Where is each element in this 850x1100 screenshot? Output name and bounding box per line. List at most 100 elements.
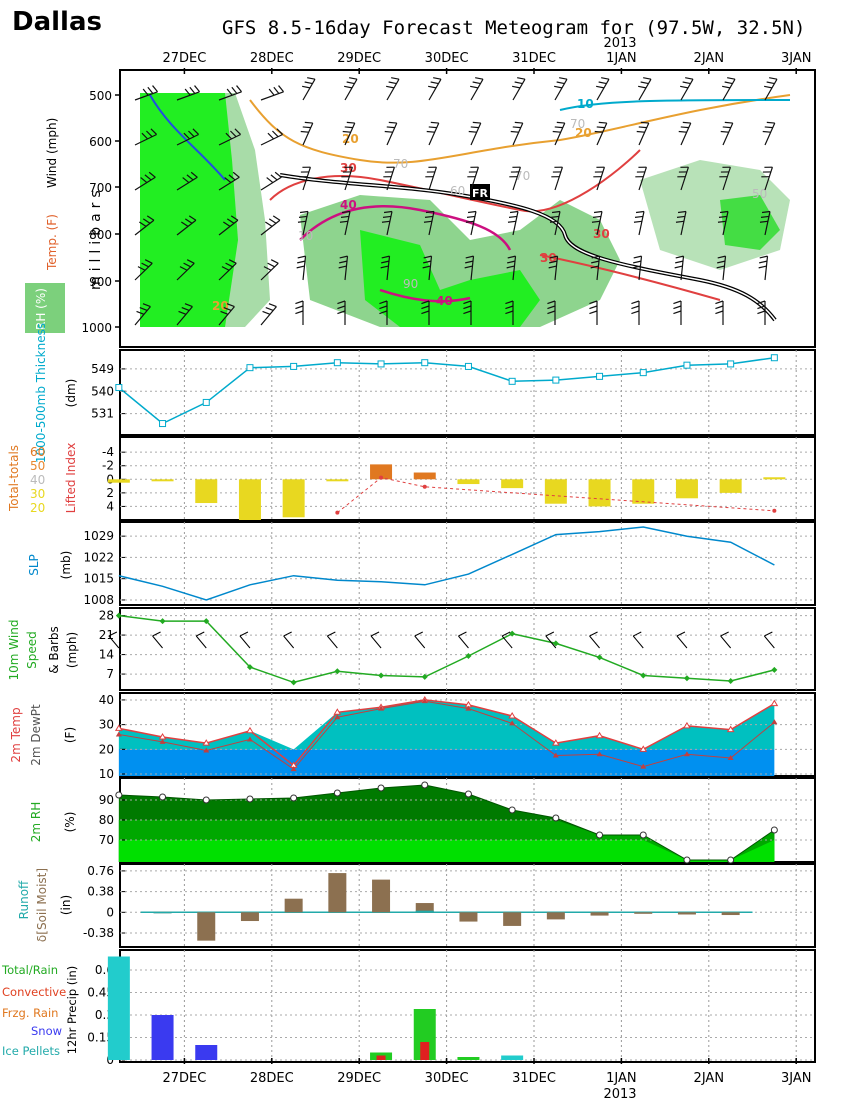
wind-barb-staff	[302, 211, 309, 236]
slp-tick-label: 1015	[83, 572, 114, 586]
wind-barb	[134, 303, 151, 326]
wind-barb	[717, 210, 729, 236]
runoff-bar	[153, 911, 172, 914]
wind-barb-flag	[591, 255, 600, 259]
temperature-tick-label: 30	[99, 718, 114, 732]
temp-point	[683, 721, 691, 729]
lifted-index-bar	[151, 479, 174, 482]
wind-barb-flag	[631, 310, 640, 315]
wind-barb-flag	[178, 310, 187, 315]
wind-barb-flag	[548, 265, 557, 269]
isotherm-cyan	[559, 99, 791, 111]
wind-barb-flag	[268, 303, 277, 308]
wind-barb	[339, 210, 351, 236]
wind-barb-staff	[428, 166, 437, 191]
wind-barb-flag	[188, 130, 195, 138]
wind-barb	[218, 259, 237, 281]
wind-barb-staff	[638, 122, 650, 146]
rh-saturated-region-east	[720, 195, 780, 250]
temp-point	[202, 739, 211, 746]
precip-bar-snow	[151, 1015, 174, 1060]
wind-barb-flag	[421, 300, 430, 305]
wind-barb-flag	[505, 305, 514, 310]
wind-barb-staff	[386, 256, 391, 281]
thickness-point	[333, 359, 341, 367]
wind-barb-flag	[189, 86, 196, 94]
wind-barb-flag	[267, 262, 275, 268]
wind-barb-staff	[176, 176, 198, 191]
wind-barb	[421, 300, 430, 325]
isotherm-30	[269, 149, 721, 301]
wind-barb	[674, 255, 685, 281]
wind-barb-flag	[718, 215, 728, 218]
wind10m-barb-flag	[152, 631, 161, 637]
thickness-point	[421, 359, 429, 367]
wind-barb-flag	[379, 305, 388, 310]
wind-barb-flag	[226, 218, 235, 224]
wind-barb-flag	[266, 177, 274, 184]
wind-barb-flag	[194, 85, 201, 93]
wind-barb-flag	[682, 81, 691, 85]
total-totals-point	[422, 484, 427, 489]
wind-barb-flag	[338, 265, 347, 269]
wind-barb-flag	[463, 300, 472, 305]
wind-barb-staff	[344, 122, 356, 146]
wind-barb-flag	[383, 210, 393, 214]
wind-barb	[176, 303, 193, 326]
wind-barb-flag	[179, 266, 188, 271]
wind-barb-flag	[262, 310, 271, 315]
wind-barb-staff	[428, 122, 440, 146]
tt-20: 20	[30, 501, 45, 515]
upper-air-labels: Wind (mph) Temp. (F) RH (%) millibars	[25, 118, 104, 333]
wind-barb-flag	[298, 215, 308, 218]
wind-barb-flag	[388, 121, 397, 124]
rh-point	[552, 814, 560, 822]
wind-barb	[506, 255, 517, 281]
temp-point	[114, 724, 123, 731]
wind10m-barb	[283, 635, 295, 649]
wind-barb-staff	[764, 166, 773, 191]
stability-tick-label: -2	[102, 459, 114, 473]
wind-barb	[635, 166, 647, 191]
wind-barb-flag	[547, 310, 556, 315]
wind10m-point	[683, 675, 690, 682]
wind-barb-staff	[428, 211, 435, 236]
wind-barb-flag	[463, 305, 472, 310]
wind-barb-staff	[680, 256, 685, 281]
wind10m-barb-flag	[283, 631, 292, 637]
wind-barb	[344, 77, 358, 101]
temp-point	[639, 745, 648, 752]
slp-tick-label: 1022	[83, 550, 114, 564]
wind-barb-flag	[270, 259, 279, 264]
wind-barb	[260, 85, 285, 101]
wind-barb-flag	[183, 262, 191, 268]
wind-barb-flag	[421, 305, 430, 310]
thickness-tick-label: 531	[91, 407, 114, 421]
wind-barb-flag	[678, 130, 687, 133]
wind-barb-flag	[181, 307, 190, 312]
wind-mph-label: Wind (mph)	[45, 118, 59, 188]
lifted-index-bar	[763, 477, 786, 480]
isotherm-label-30-b: 30	[593, 227, 610, 241]
thickness-point	[770, 354, 778, 362]
precip-labels: Total/Rain Convective Frzg. Rain Snow Ic…	[1, 963, 79, 1058]
wind-barb-staff	[554, 211, 561, 236]
wind-barb-staff	[134, 219, 155, 236]
total-totals-point	[379, 475, 384, 480]
precip-tick-label: 0.45	[87, 986, 114, 1000]
wind-barb-flag	[760, 215, 770, 218]
rh-label-70-c: 70	[393, 157, 408, 171]
wind-barb-staff	[428, 256, 433, 281]
wind-barb-staff	[764, 122, 776, 146]
wind-barb-staff	[302, 256, 307, 281]
wind10m-tick-label: 28	[99, 609, 114, 623]
wind-barb-flag	[379, 310, 388, 315]
wind-barb-flag	[757, 300, 766, 305]
wind-barb-staff	[470, 122, 482, 146]
wind10m-barb-flag	[589, 631, 598, 637]
wind-barb-flag	[472, 81, 481, 85]
wind-barb-flag	[190, 171, 198, 178]
wind-barb-staff	[512, 256, 517, 281]
runoff-labels: Runoff δ[Soil Moist] (in)	[17, 868, 73, 942]
rh-tick-label: 90	[99, 793, 114, 807]
